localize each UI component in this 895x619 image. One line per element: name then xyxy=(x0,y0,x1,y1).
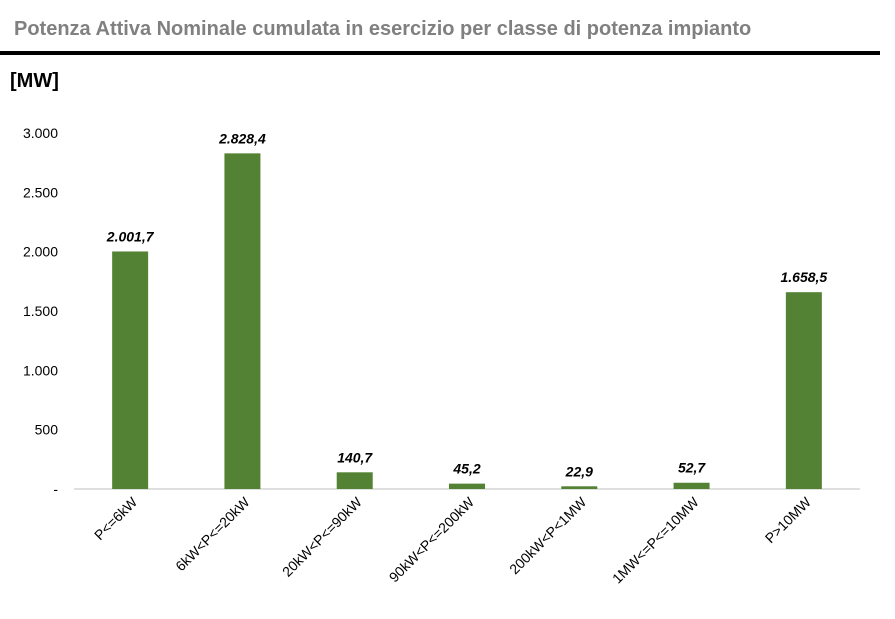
data-label: 1.658,5 xyxy=(780,269,827,285)
bar xyxy=(785,292,822,489)
category-label: 90kW<P<=200kW xyxy=(386,493,478,585)
bar xyxy=(673,482,710,489)
y-axis-unit: [MW] xyxy=(10,70,59,92)
bar xyxy=(561,486,598,489)
y-tick-label: 2.000 xyxy=(23,244,58,260)
y-tick-label: - xyxy=(53,481,58,497)
bar xyxy=(224,153,261,489)
category-label: 1MW<=P<=10MW xyxy=(609,493,702,586)
category-label: P>10MW xyxy=(762,493,815,546)
category-label: 20kW<P<=90kW xyxy=(279,493,365,579)
y-tick-label: 500 xyxy=(35,422,59,438)
bar xyxy=(112,251,149,489)
bar xyxy=(449,483,485,489)
data-label: 45,2 xyxy=(452,461,480,477)
bar xyxy=(336,472,373,489)
data-label: 140,7 xyxy=(337,449,373,465)
y-axis-ticks: - 500 1.000 1.500 2.000 2.500 3.000 xyxy=(23,125,58,497)
data-label: 2.828,4 xyxy=(218,130,266,146)
y-tick-label: 1.500 xyxy=(23,303,58,319)
category-label: P<=6kW xyxy=(91,493,141,543)
data-labels: 2.001,7 2.828,4 140,7 45,2 22,9 52,7 1.658,5 xyxy=(106,130,828,479)
y-tick-label: 3.000 xyxy=(23,125,58,141)
title-divider xyxy=(0,51,880,55)
category-labels: P<=6kW 6kW<P<=20kW 20kW<P<=90kW 90kW<P<=200… xyxy=(91,493,815,586)
data-label: 22,9 xyxy=(565,463,593,479)
category-label: 6kW<P<=20kW xyxy=(172,493,253,574)
data-label: 2.001,7 xyxy=(106,228,155,244)
bars xyxy=(112,153,822,489)
y-tick-label: 2.500 xyxy=(23,184,58,200)
chart-title: Potenza Attiva Nominale cumulata in eser… xyxy=(14,18,752,40)
category-label: 200kW<P<1MW xyxy=(506,493,590,577)
data-label: 52,7 xyxy=(678,460,706,476)
y-tick-label: 1.000 xyxy=(23,362,58,378)
